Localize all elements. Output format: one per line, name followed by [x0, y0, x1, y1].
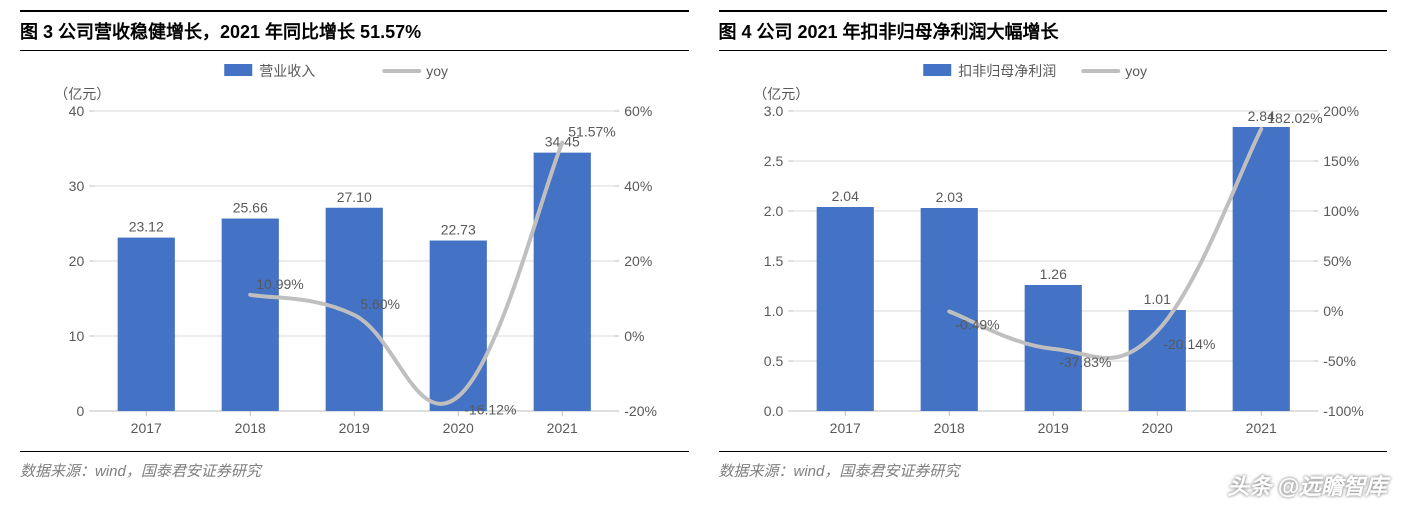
legend-bar-swatch	[923, 64, 951, 76]
y1-tick-label: 0.0	[763, 403, 783, 419]
legend-line-label: yoy	[426, 63, 448, 79]
x-tick-label: 2019	[1037, 420, 1068, 436]
y1-unit: （亿元）	[54, 86, 110, 102]
y2-tick-label: -100%	[1323, 403, 1363, 419]
line-value-label: -37.83%	[1059, 354, 1111, 370]
y1-tick-label: 30	[69, 178, 85, 194]
x-tick-label: 2020	[1141, 420, 1172, 436]
panel-source: 数据来源：wind，国泰君安证券研究	[20, 451, 689, 489]
bar-value-label: 25.66	[233, 200, 268, 216]
bar-value-label: 2.04	[831, 188, 858, 204]
line-value-label: -20.14%	[1163, 336, 1215, 352]
y1-tick-label: 2.5	[763, 153, 783, 169]
y2-tick-label: 200%	[1323, 103, 1359, 119]
bar	[534, 153, 591, 411]
legend-line-label: yoy	[1125, 63, 1147, 79]
panel-title: 图 3 公司营收稳健增长，2021 年同比增长 51.57%	[20, 10, 689, 51]
chart-panel: 图 4 公司 2021 年扣非归母净利润大幅增长扣非归母净利润 yoy （亿元） 0.…	[719, 10, 1388, 489]
chart-panel: 图 3 公司营收稳健增长，2021 年同比增长 51.57% 营业收入 yoy （亿元…	[20, 10, 689, 489]
chart-area: 营业收入 yoy （亿元） 0 10 20 30 40 -20% 0% 20% 40% 60% 23.12…	[20, 51, 689, 451]
bar-value-label: 2.03	[935, 189, 962, 205]
legend: 营业收入 yoy	[224, 63, 448, 79]
line-value-label: 5.60%	[360, 296, 400, 312]
chart-svg: 扣非归母净利润 yoy （亿元） 0.0 0.5 1.0 1.5 2.0 2.5 3.0 -100%…	[719, 51, 1388, 451]
legend: 扣非归母净利润 yoy	[923, 63, 1147, 79]
legend-bar-label: 营业收入	[259, 63, 315, 79]
bar-value-label: 23.12	[129, 219, 164, 235]
watermark: 头条 @远瞻智库	[1227, 469, 1387, 501]
panels-row: 图 3 公司营收稳健增长，2021 年同比增长 51.57% 营业收入 yoy （亿元…	[20, 10, 1387, 489]
chart-svg: 营业收入 yoy （亿元） 0 10 20 30 40 -20% 0% 20% 40% 60% 23.12…	[20, 51, 689, 451]
line-value-label: 51.57%	[568, 124, 615, 140]
y1-tick-label: 3.0	[763, 103, 783, 119]
y1-unit: （亿元）	[753, 86, 809, 102]
y1-tick-label: 20	[69, 253, 85, 269]
y1-tick-label: 10	[69, 328, 85, 344]
bar-value-label: 1.01	[1143, 291, 1170, 307]
y2-tick-label: -50%	[1323, 353, 1356, 369]
x-tick-label: 2021	[1245, 420, 1276, 436]
y2-tick-label: 20%	[624, 253, 652, 269]
bar-value-label: 27.10	[337, 189, 372, 205]
x-tick-label: 2017	[829, 420, 860, 436]
panel-title: 图 4 公司 2021 年扣非归母净利润大幅增长	[719, 10, 1388, 51]
y1-tick-label: 1.5	[763, 253, 783, 269]
y2-tick-label: 0%	[624, 328, 644, 344]
bar	[222, 219, 279, 411]
bar	[118, 238, 175, 411]
y2-tick-label: 60%	[624, 103, 652, 119]
y1-tick-label: 40	[69, 103, 85, 119]
bar	[816, 207, 873, 411]
x-tick-label: 2021	[547, 420, 578, 436]
legend-bar-label: 扣非归母净利润	[958, 63, 1056, 79]
x-tick-label: 2018	[933, 420, 964, 436]
line-value-label: -16.12%	[464, 401, 516, 417]
y2-tick-label: 40%	[624, 178, 652, 194]
y1-tick-label: 2.0	[763, 203, 783, 219]
bar-value-label: 1.26	[1039, 266, 1066, 282]
x-tick-label: 2018	[235, 420, 266, 436]
x-tick-label: 2017	[131, 420, 162, 436]
bar	[430, 241, 487, 411]
line-value-label: 10.99%	[256, 276, 303, 292]
y1-tick-label: 0	[76, 403, 84, 419]
y2-tick-label: 150%	[1323, 153, 1359, 169]
y2-tick-label: -20%	[624, 403, 657, 419]
yoy-line	[250, 143, 562, 404]
y1-tick-label: 0.5	[763, 353, 783, 369]
line-value-label: 182.02%	[1267, 110, 1322, 126]
legend-bar-swatch	[224, 64, 252, 76]
y1-tick-label: 1.0	[763, 303, 783, 319]
x-tick-label: 2020	[443, 420, 474, 436]
y2-tick-label: 50%	[1323, 253, 1351, 269]
bar-value-label: 22.73	[441, 222, 476, 238]
y2-tick-label: 100%	[1323, 203, 1359, 219]
chart-area: 扣非归母净利润 yoy （亿元） 0.0 0.5 1.0 1.5 2.0 2.5 3.0 -100%…	[719, 51, 1388, 451]
x-tick-label: 2019	[339, 420, 370, 436]
bar	[1128, 310, 1185, 411]
line-value-label: -0.49%	[955, 316, 999, 332]
y2-tick-label: 0%	[1323, 303, 1343, 319]
